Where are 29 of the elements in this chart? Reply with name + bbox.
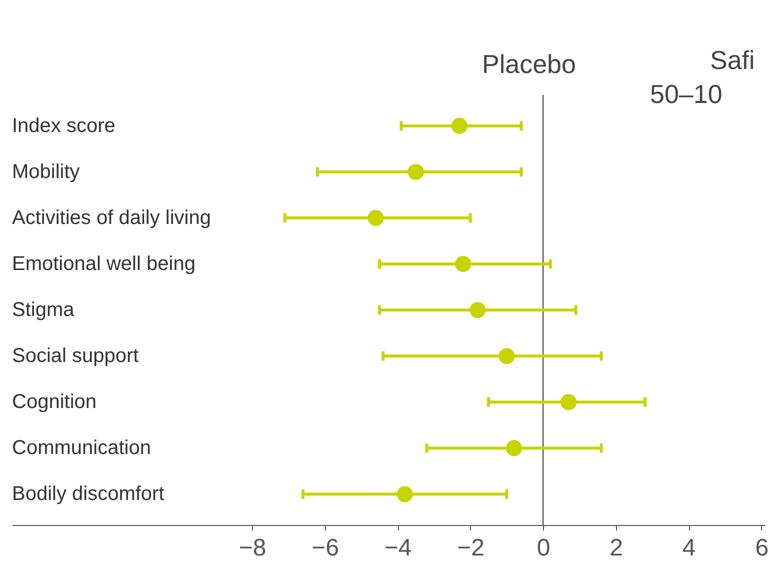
x-tick-label: 0 [536,534,550,562]
y-tick-label: Activities of daily living [12,206,211,229]
y-tick-label: Mobility [12,160,80,183]
x-tick-label: 2 [610,534,624,562]
point [455,256,472,272]
x-tick-label: 4 [682,534,696,562]
x-tick-label: −6 [312,534,340,562]
x-tick-label: −4 [384,534,412,562]
point [396,486,413,502]
point [560,394,577,410]
x-tick-label: −8 [238,534,266,562]
x-tick-label: 6 [755,534,769,562]
annotation: 50–10 [650,79,722,109]
point [368,210,384,226]
text: Safi [710,45,755,75]
text: Placebo [482,49,576,79]
point [470,302,486,318]
y-tick-label: Communication [12,437,151,460]
y-tick-label: Social support [12,345,140,368]
point [408,164,424,180]
point [506,440,522,456]
y-tick-label: Stigma [12,299,76,321]
y-tick-label: Bodily discomfort [12,483,165,506]
point [498,348,515,364]
x-tick-label: −2 [457,534,485,562]
point [451,118,468,134]
y-tick-label: Cognition [12,391,97,414]
y-tick-label: Index score [12,114,116,137]
y-tick-label: Emotional well being [12,252,196,275]
